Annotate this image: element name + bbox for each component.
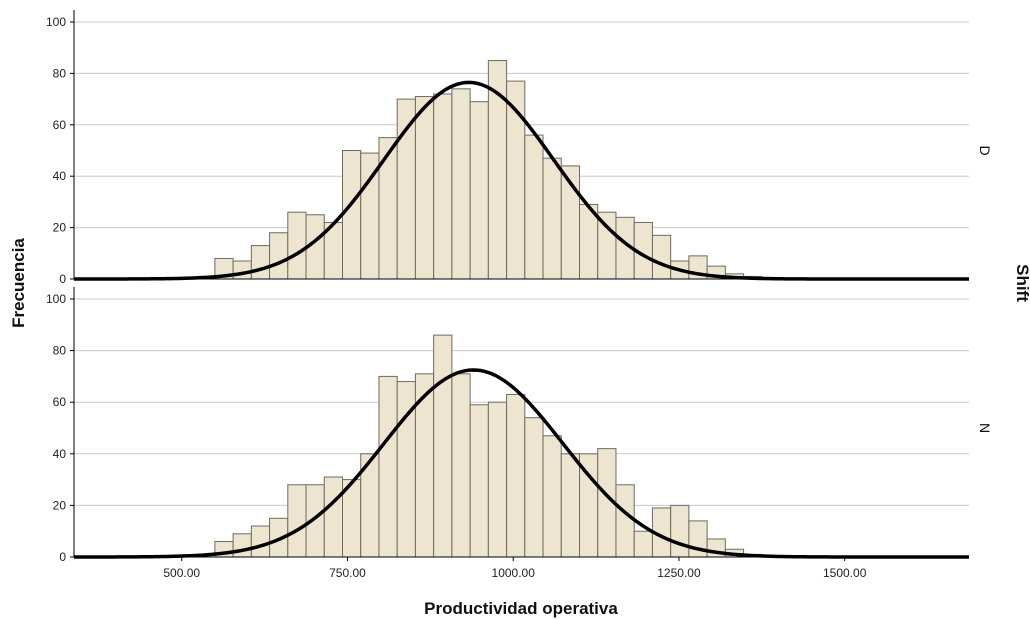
y-tick-label: 40 bbox=[53, 447, 67, 461]
histogram-bar bbox=[506, 393, 526, 558]
plot-layer: 0 20 40 60 80 100 D 0 20 40 60 80 100 N 500.00 750.00 10… bbox=[46, 10, 993, 580]
y-tick-label: 80 bbox=[53, 66, 67, 80]
panel-n: 0 20 40 60 80 100 N bbox=[46, 287, 993, 564]
histogram-bar bbox=[232, 533, 252, 558]
histogram-bar bbox=[651, 234, 672, 280]
y-tick-label: 100 bbox=[46, 15, 66, 29]
histogram-bar bbox=[560, 453, 581, 558]
panel-label-n: N bbox=[977, 423, 993, 433]
histogram-bar bbox=[542, 157, 562, 280]
y-tick-label: 0 bbox=[59, 272, 66, 286]
histogram-bar bbox=[378, 375, 398, 558]
y-tick-label: 80 bbox=[53, 344, 67, 358]
x-tick-label: 1500.00 bbox=[823, 566, 867, 580]
y-tick-label: 60 bbox=[53, 395, 67, 409]
histogram-bar bbox=[469, 404, 489, 558]
y-tick-label: 20 bbox=[53, 221, 67, 235]
x-axis-title: Productividad operativa bbox=[424, 599, 618, 618]
x-tick-label: 500.00 bbox=[163, 566, 200, 580]
histogram-bar bbox=[633, 530, 653, 558]
histogram-bar bbox=[342, 150, 362, 280]
histogram-bar bbox=[323, 476, 344, 558]
histogram-bar bbox=[524, 134, 544, 280]
histogram-bar bbox=[378, 137, 398, 280]
y-tick-label: 60 bbox=[53, 118, 67, 132]
histogram-bar bbox=[469, 101, 489, 280]
panel-d: 0 20 40 60 80 100 D bbox=[46, 10, 993, 286]
x-tick-label: 750.00 bbox=[329, 566, 366, 580]
y-tick-label: 0 bbox=[59, 550, 66, 564]
histogram-bar bbox=[250, 245, 271, 280]
y-tick-label: 40 bbox=[53, 169, 67, 183]
x-tick-label: 1250.00 bbox=[657, 566, 701, 580]
histogram-bar bbox=[670, 504, 690, 558]
histogram-bar bbox=[487, 401, 508, 558]
histogram-bar bbox=[232, 260, 252, 280]
x-tick-label: 1000.00 bbox=[492, 566, 536, 580]
y-tick-label: 20 bbox=[53, 498, 67, 512]
histogram-bar bbox=[524, 417, 544, 558]
histogram-bar bbox=[542, 435, 562, 558]
histogram-bar bbox=[451, 88, 471, 280]
histogram-bar bbox=[269, 232, 289, 280]
facet-axis-title: Shift bbox=[1013, 264, 1030, 302]
histogram-bar bbox=[396, 98, 416, 280]
histogram-bar bbox=[287, 211, 307, 280]
y-tick-label: 100 bbox=[46, 292, 66, 306]
histogram-bar bbox=[250, 525, 271, 558]
histogram-bar bbox=[433, 334, 453, 558]
histogram-bar bbox=[287, 484, 307, 558]
histogram-bar bbox=[615, 484, 635, 558]
panel-label-d: D bbox=[977, 145, 993, 155]
histogram-bar bbox=[451, 373, 471, 558]
y-axis-title: Frecuencia bbox=[9, 238, 28, 328]
histogram-bar bbox=[433, 93, 453, 280]
histogram-bar bbox=[414, 96, 435, 280]
